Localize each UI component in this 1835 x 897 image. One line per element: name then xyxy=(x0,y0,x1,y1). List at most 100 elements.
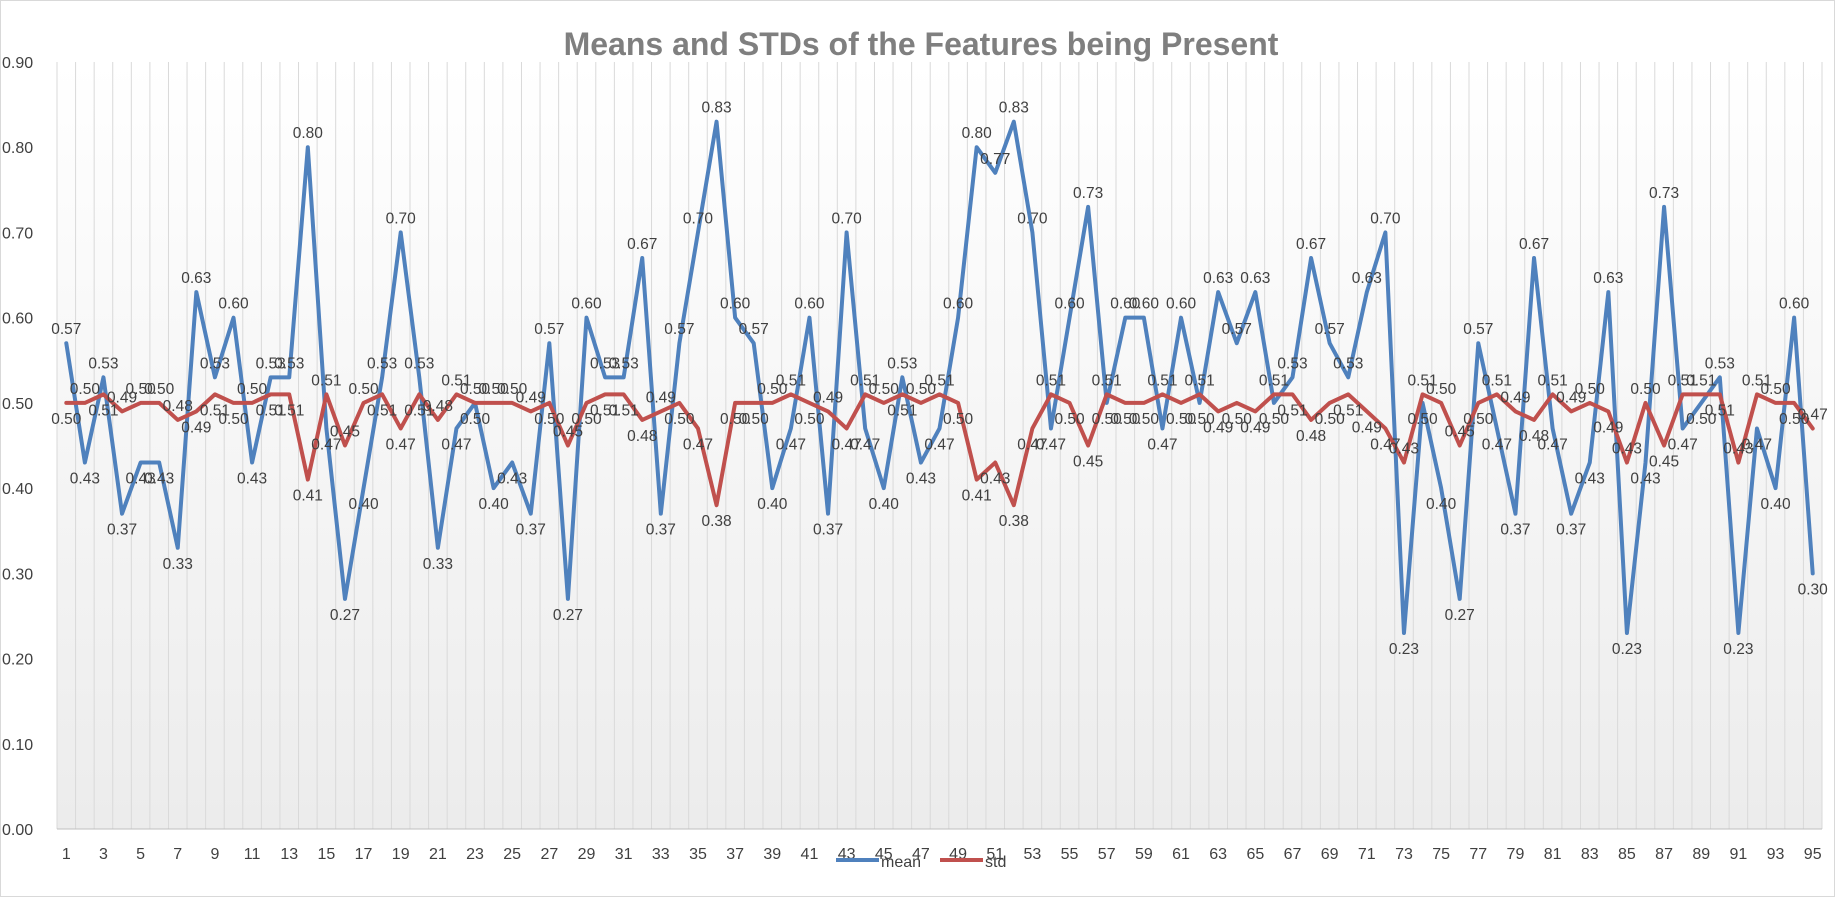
data-label-mean: 0.43 xyxy=(237,471,267,488)
data-label-mean: 0.60 xyxy=(1110,296,1141,313)
data-label-mean: 0.57 xyxy=(739,321,769,338)
data-label-mean: 0.57 xyxy=(664,321,694,338)
data-label-std: 0.48 xyxy=(1296,428,1326,445)
data-label-std: 0.51 xyxy=(590,402,620,419)
data-label-mean: 0.37 xyxy=(1556,522,1586,539)
data-point-std xyxy=(1570,410,1572,412)
data-label-mean: 0.57 xyxy=(1315,321,1345,338)
data-label-mean: 0.53 xyxy=(590,355,620,372)
x-tick-label: 37 xyxy=(726,846,744,863)
data-point-mean xyxy=(195,291,197,293)
data-point-mean xyxy=(400,231,402,233)
y-tick-label: 0.50 xyxy=(2,396,33,413)
y-tick-label: 0.20 xyxy=(2,652,33,669)
data-label-mean: 0.37 xyxy=(813,522,843,539)
data-point-mean xyxy=(381,376,383,378)
data-point-mean xyxy=(493,487,495,489)
x-tick-label: 27 xyxy=(540,846,558,863)
data-label-mean: 0.63 xyxy=(1240,270,1270,287)
y-tick-label: 0.30 xyxy=(2,566,33,583)
y-tick-label: 0.40 xyxy=(2,481,33,498)
data-label-std: 0.50 xyxy=(479,381,510,398)
data-point-std xyxy=(1589,402,1591,404)
data-label-mean: 0.33 xyxy=(423,556,453,573)
data-label-mean: 0.40 xyxy=(757,496,788,513)
data-label-mean: 0.53 xyxy=(404,355,434,372)
data-point-mean xyxy=(307,146,309,148)
data-point-mean xyxy=(1124,317,1126,319)
data-point-mean xyxy=(1775,487,1777,489)
data-label-std: 0.50 xyxy=(1426,381,1457,398)
data-label-std: 0.50 xyxy=(534,411,565,428)
data-label-std: 0.51 xyxy=(256,402,286,419)
data-point-mean xyxy=(121,513,123,515)
data-point-std xyxy=(437,419,439,421)
data-point-std xyxy=(1310,419,1312,421)
data-label-std: 0.50 xyxy=(906,381,937,398)
data-point-std xyxy=(771,402,773,404)
data-point-std xyxy=(753,402,755,404)
data-point-std xyxy=(1013,504,1015,506)
y-tick-label: 0.70 xyxy=(2,225,33,242)
data-point-std xyxy=(1199,393,1201,395)
data-point-std xyxy=(1087,445,1089,446)
data-point-std xyxy=(1514,410,1516,412)
data-label-mean: 0.53 xyxy=(1277,355,1307,372)
data-point-std xyxy=(1069,402,1071,404)
data-label-mean: 0.70 xyxy=(832,210,863,227)
data-point-std xyxy=(1477,402,1479,404)
data-label-mean: 0.23 xyxy=(1389,641,1419,658)
data-point-mean xyxy=(1533,257,1535,259)
data-label-mean: 0.47 xyxy=(776,436,806,453)
data-label-mean: 0.40 xyxy=(1760,496,1791,513)
data-label-mean: 0.83 xyxy=(999,100,1029,117)
data-point-mean xyxy=(1793,317,1795,319)
data-label-std: 0.49 xyxy=(181,419,211,436)
data-label-mean: 0.47 xyxy=(311,436,341,453)
x-tick-label: 13 xyxy=(280,846,298,863)
data-point-std xyxy=(1273,393,1275,395)
data-point-std xyxy=(1366,410,1368,412)
data-point-std xyxy=(1775,402,1777,404)
data-label-std: 0.51 xyxy=(850,372,880,389)
data-point-mean xyxy=(1292,376,1293,378)
data-label-mean: 0.70 xyxy=(386,210,417,227)
data-point-mean xyxy=(214,376,216,378)
data-point-mean xyxy=(418,376,420,378)
data-label-std: 0.47 xyxy=(1798,406,1828,423)
data-point-std xyxy=(920,402,922,404)
data-label-mean: 0.60 xyxy=(218,296,249,313)
x-tick-label: 89 xyxy=(1692,846,1710,863)
data-point-std xyxy=(381,393,383,395)
data-label-mean: 0.63 xyxy=(1203,270,1233,287)
data-point-mean xyxy=(1106,402,1108,404)
data-label-mean: 0.57 xyxy=(1222,321,1252,338)
data-point-std xyxy=(140,402,142,404)
data-point-std xyxy=(827,410,829,412)
x-tick-label: 21 xyxy=(429,846,447,863)
data-label-std: 0.51 xyxy=(924,372,954,389)
data-label-mean: 0.53 xyxy=(88,355,118,372)
data-label-mean: 0.60 xyxy=(1779,296,1810,313)
data-label-std: 0.45 xyxy=(553,424,583,441)
data-label-std: 0.38 xyxy=(999,513,1029,530)
data-label-std: 0.50 xyxy=(1760,381,1791,398)
data-label-mean: 0.53 xyxy=(367,355,397,372)
data-point-mean xyxy=(1366,291,1368,293)
data-label-std: 0.51 xyxy=(1333,402,1363,419)
data-label-mean: 0.53 xyxy=(274,355,304,372)
data-label-mean: 0.77 xyxy=(980,151,1010,168)
data-label-mean: 0.43 xyxy=(126,471,156,488)
data-point-std xyxy=(1124,402,1126,404)
data-label-std: 0.45 xyxy=(1649,454,1679,471)
data-label-mean: 0.73 xyxy=(1073,185,1103,202)
x-tick-label: 65 xyxy=(1246,846,1264,863)
data-label-std: 0.41 xyxy=(962,488,992,505)
data-point-mean xyxy=(623,376,625,378)
data-label-mean: 0.67 xyxy=(1296,236,1326,253)
data-point-std xyxy=(939,393,940,395)
data-label-std: 0.50 xyxy=(144,381,175,398)
data-label-std: 0.50 xyxy=(51,411,82,428)
series-lines xyxy=(64,119,1815,635)
